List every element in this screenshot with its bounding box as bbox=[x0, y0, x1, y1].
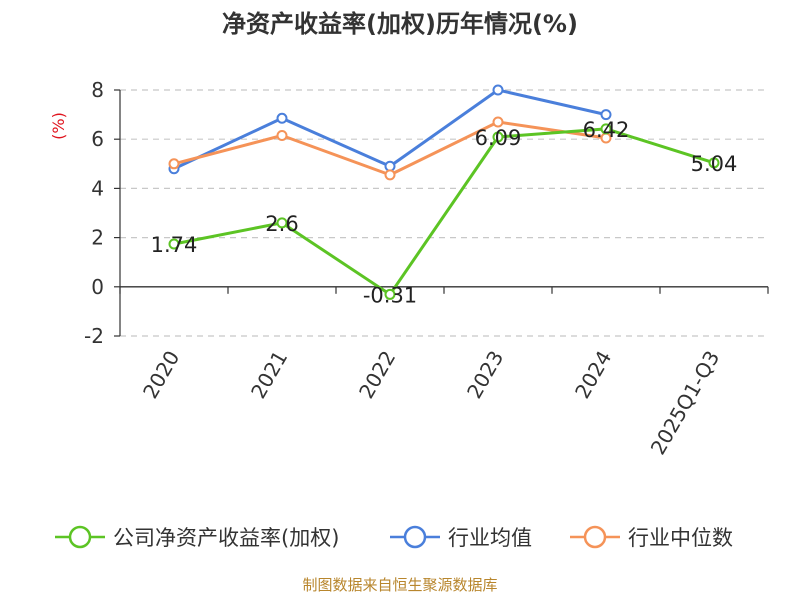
legend-marker bbox=[403, 525, 427, 549]
legend: 公司净资产收益率(加权) 行业均值 行业中位数 bbox=[55, 525, 733, 550]
data-point bbox=[276, 130, 288, 142]
data-point bbox=[492, 116, 504, 128]
x-tick-label: 2023 bbox=[462, 347, 508, 403]
legend-item: 行业中位数 bbox=[570, 525, 733, 550]
series-lines bbox=[168, 84, 720, 300]
legend-marker bbox=[68, 525, 92, 549]
data-point bbox=[168, 238, 180, 250]
x-tick-label: 2020 bbox=[138, 347, 184, 403]
legend-label: 行业均值 bbox=[448, 526, 532, 550]
grid-lines bbox=[120, 89, 768, 337]
data-point bbox=[492, 84, 504, 96]
data-label: 5.04 bbox=[691, 152, 738, 176]
x-tick-label: 2022 bbox=[354, 347, 400, 403]
source-note: 制图数据来自恒生聚源数据库 bbox=[302, 576, 497, 594]
legend-marker bbox=[583, 525, 607, 549]
data-point bbox=[276, 217, 288, 229]
legend-item: 公司净资产收益率(加权) bbox=[55, 525, 339, 550]
data-point bbox=[168, 158, 180, 170]
y-tick-label: 0 bbox=[91, 275, 104, 299]
legend-item: 行业均值 bbox=[390, 525, 532, 550]
data-point bbox=[600, 109, 612, 121]
y-tick-label: 2 bbox=[91, 226, 104, 250]
data-label: -0.31 bbox=[363, 283, 417, 307]
legend-label: 公司净资产收益率(加权) bbox=[113, 526, 339, 550]
x-tick-label: 2021 bbox=[246, 347, 292, 403]
y-tick-label: 6 bbox=[91, 127, 104, 151]
legend-label: 行业中位数 bbox=[628, 526, 733, 550]
data-point bbox=[384, 169, 396, 181]
data-point bbox=[492, 131, 504, 143]
y-tick-label: -2 bbox=[84, 324, 104, 348]
y-tick-label: 8 bbox=[91, 78, 104, 102]
data-label: 2.6 bbox=[265, 212, 298, 236]
data-label: 6.09 bbox=[475, 126, 522, 150]
x-tick-label: 2025Q1-Q3 bbox=[646, 347, 725, 459]
data-label: 1.74 bbox=[151, 233, 198, 257]
data-point bbox=[276, 112, 288, 124]
axes: 8 6 4 2 0 -2 2020 2021 2022 2023 2024 2025Q1-Q3 bbox=[84, 78, 769, 459]
data-labels: 1.74 2.6 -0.31 6.09 6.42 5.04 bbox=[151, 118, 738, 308]
chart-title: 净资产收益率(加权)历年情况(%) bbox=[222, 10, 578, 38]
data-point bbox=[600, 123, 612, 135]
y-axis-unit-label: (%) bbox=[49, 112, 68, 140]
y-tick-label: 4 bbox=[91, 176, 104, 200]
x-tick-label: 2024 bbox=[570, 347, 616, 403]
data-label: 6.42 bbox=[583, 118, 630, 142]
data-point bbox=[384, 288, 396, 300]
data-point bbox=[708, 157, 720, 169]
series-line bbox=[173, 127, 715, 296]
